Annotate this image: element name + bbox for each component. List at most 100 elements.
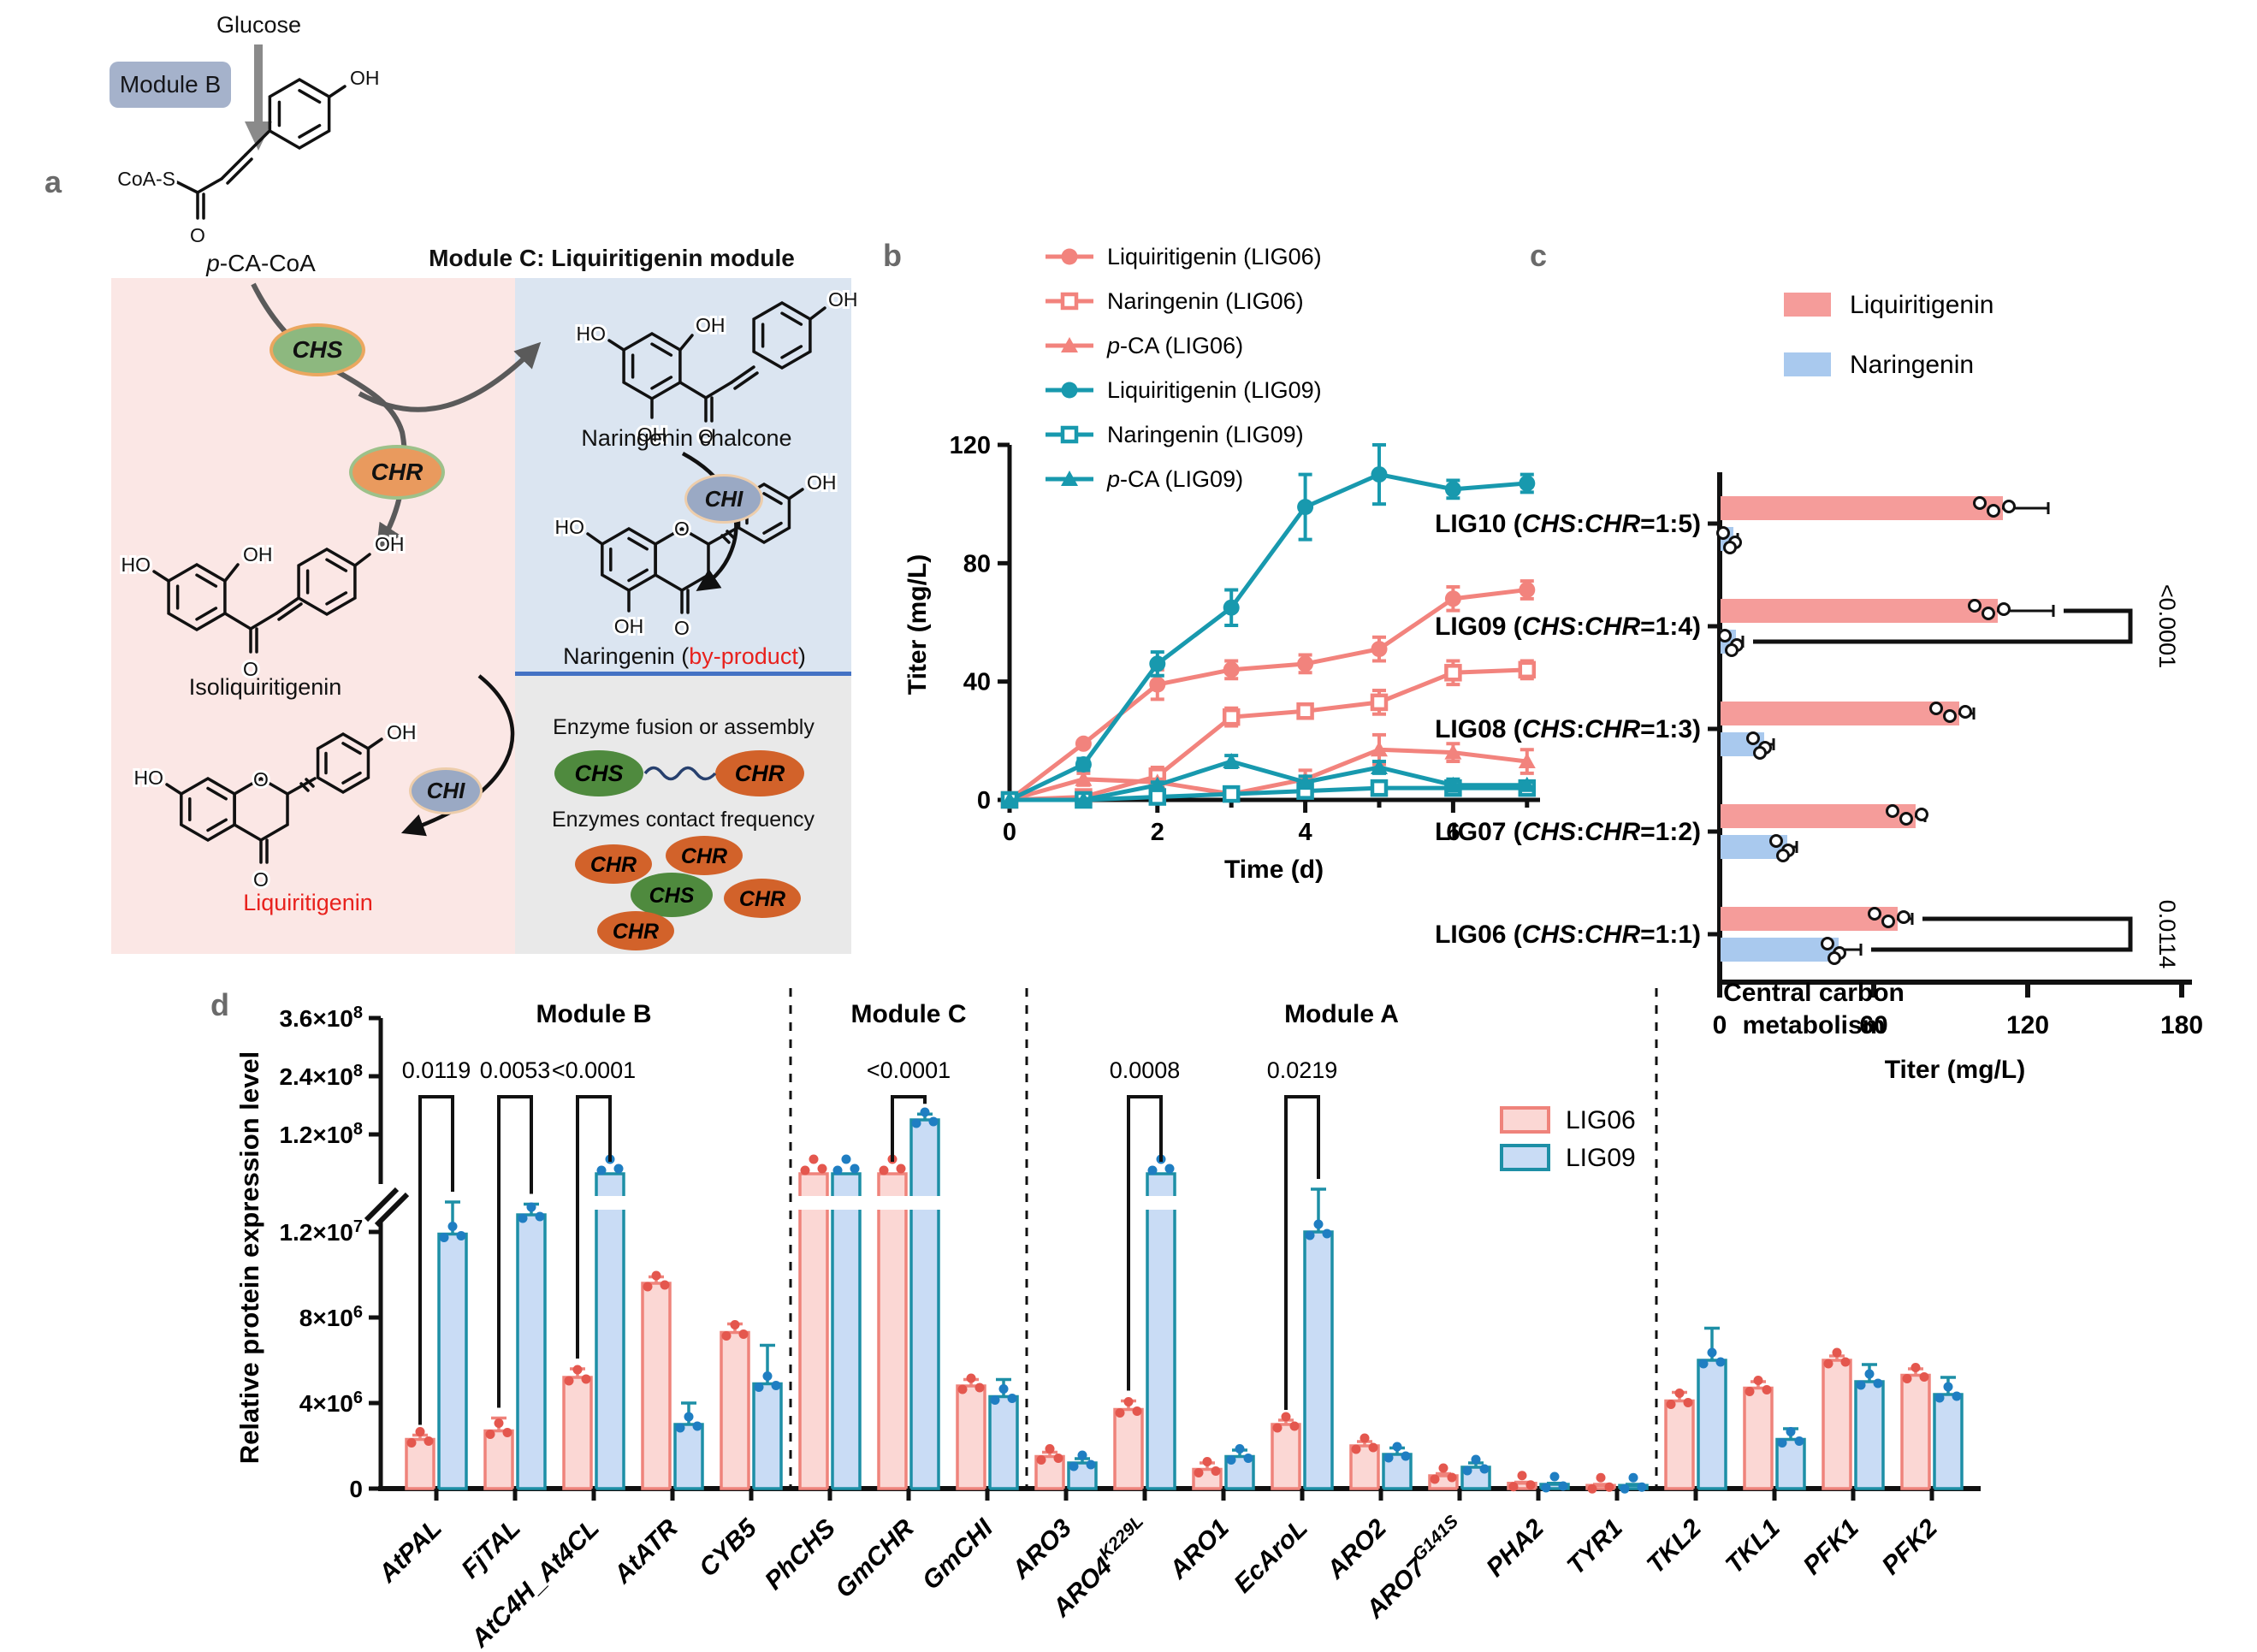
bar-lig09 xyxy=(988,1394,1019,1490)
data-point-circle xyxy=(1297,655,1314,672)
significance-bracket xyxy=(1284,1095,1320,1410)
bond xyxy=(607,339,625,352)
bond xyxy=(277,602,303,621)
data-point-square xyxy=(1444,664,1462,682)
data-point-triangle xyxy=(1148,776,1166,792)
data-point-triangle xyxy=(1371,741,1388,757)
bar-lig06 xyxy=(562,1376,593,1490)
bar-break-gap xyxy=(830,1196,862,1210)
bar-lig06 xyxy=(956,1384,986,1490)
data-point xyxy=(1943,709,1957,723)
data-point xyxy=(1821,937,1834,950)
panel-c-letter: c xyxy=(1530,238,1548,273)
legend-label: Naringenin (LIG09) xyxy=(1107,422,1304,447)
data-point xyxy=(1777,1438,1787,1448)
y-tick-label: 80 xyxy=(963,550,991,577)
y-axis-title: Titer (mg/L) xyxy=(903,554,932,695)
data-point xyxy=(564,1376,574,1386)
x-tick-label: ARO1 xyxy=(1164,1514,1235,1585)
contact-chr-ellipse xyxy=(724,879,801,918)
bond xyxy=(733,371,759,390)
data-point xyxy=(1832,1347,1842,1358)
liquiritigenin-label: Liquiritigenin xyxy=(243,890,373,915)
isoliquiritigenin-structure: HO OH O OH xyxy=(119,530,407,683)
data-point xyxy=(643,1282,653,1292)
data-point-triangle xyxy=(1444,776,1462,792)
data-point xyxy=(502,1428,512,1437)
data-point xyxy=(1899,812,1913,826)
bond xyxy=(244,129,271,157)
data-point xyxy=(998,1384,1009,1394)
y-tick-label: 1.2×107 xyxy=(279,1217,363,1246)
data-line xyxy=(1010,759,1527,802)
x-tick-label: CYB5 xyxy=(694,1513,763,1583)
bond xyxy=(305,778,315,788)
bar-lig09 xyxy=(1303,1230,1334,1490)
x-tick-label: PFK1 xyxy=(1798,1514,1864,1581)
legend-swatch-lig09 xyxy=(1500,1144,1550,1171)
significance-bracket xyxy=(891,1095,927,1162)
bond xyxy=(223,563,240,583)
data-point-triangle xyxy=(1223,753,1241,769)
data-point xyxy=(1856,1380,1866,1390)
data-point xyxy=(1707,1347,1717,1358)
data-point xyxy=(1525,1480,1536,1490)
data-point xyxy=(1587,1483,1597,1494)
x-tick-label: ARO3 xyxy=(1006,1513,1077,1584)
module-b-badge: Module B xyxy=(110,62,231,108)
byproduct-red-text: by-product xyxy=(689,643,798,669)
data-point-circle xyxy=(1519,475,1536,492)
bar-break-gap xyxy=(909,1196,941,1210)
data-point xyxy=(1226,1455,1236,1465)
data-point xyxy=(424,1436,434,1446)
data-point xyxy=(1620,1483,1630,1494)
pathway-arrow-to-isoliquiritigenin xyxy=(251,282,407,551)
atom-label: OH xyxy=(828,288,858,311)
liquiritigenin-structure: HO O OH O xyxy=(132,719,419,893)
ring-double-bond xyxy=(325,558,348,572)
enzyme-fusion-graphic: CHS CHR xyxy=(554,750,804,796)
data-point xyxy=(613,1164,624,1174)
y-tick-label: 3.6×108 xyxy=(279,1004,363,1032)
data-point xyxy=(1873,1378,1883,1389)
panel-b-chart: 0 40 80 120 0 2 4 6 Time (d) Titer (mg/L) Liquirit… xyxy=(903,244,1540,884)
x-axis-title: Titer (mg/L) xyxy=(1885,1056,2025,1084)
ring-double-bond xyxy=(298,123,322,139)
data-point xyxy=(1868,907,1881,921)
data-point-circle xyxy=(1061,248,1078,265)
category-label: LIG08 (CHS:CHR=1:3) xyxy=(1435,715,1701,743)
x-tick-label: AtPAL xyxy=(373,1514,447,1589)
data-point xyxy=(1202,1457,1212,1466)
fusion-chs-ellipse xyxy=(554,750,643,796)
data-point xyxy=(809,1154,819,1164)
bond xyxy=(299,782,310,792)
pca-coa-structure: OH CoA-S O xyxy=(115,64,382,249)
data-point xyxy=(1982,607,1995,620)
data-point-circle xyxy=(1149,655,1166,672)
x-tick-label: PhCHS xyxy=(760,1514,841,1596)
bond xyxy=(226,157,253,185)
data-point-square xyxy=(1370,779,1389,797)
ring-double-bond xyxy=(627,568,649,583)
bar-lig06 xyxy=(1113,1407,1144,1490)
bond xyxy=(586,532,604,546)
bar-lig06 xyxy=(798,1172,829,1490)
significance-bracket xyxy=(418,1095,454,1425)
ring-double-bond xyxy=(206,818,228,832)
data-point xyxy=(1147,1165,1158,1175)
data-point-square xyxy=(1518,660,1537,679)
bond xyxy=(223,612,252,631)
data-point xyxy=(879,1165,889,1175)
data-point xyxy=(581,1374,591,1384)
bond xyxy=(152,570,170,583)
x-tick-label: 6 xyxy=(1446,819,1460,846)
atom-label: O xyxy=(698,425,714,447)
atom-label: O xyxy=(190,224,205,246)
atom-label: OH xyxy=(614,615,644,637)
bar-lig09 xyxy=(437,1232,468,1490)
data-point xyxy=(1596,1472,1606,1483)
contact-chr-ellipse xyxy=(597,911,674,950)
data-point-triangle xyxy=(1518,753,1536,769)
data-point-square xyxy=(1060,425,1079,444)
